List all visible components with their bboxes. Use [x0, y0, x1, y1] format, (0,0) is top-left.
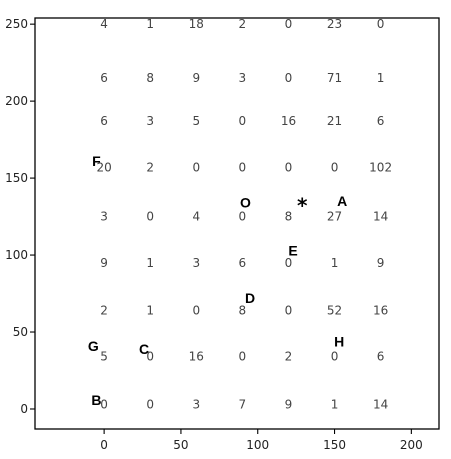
cell-value-r4-c1: 0	[146, 210, 154, 224]
cell-value-r1-c3: 3	[239, 71, 247, 85]
cell-value-r8-c3: 7	[239, 397, 247, 411]
cell-value-r0-c2: 18	[189, 17, 204, 31]
cell-value-r5-c5: 1	[331, 256, 339, 270]
cell-value-r1-c5: 71	[327, 71, 342, 85]
cell-value-r6-c3: 8	[239, 303, 247, 317]
cell-value-r3-c2: 0	[192, 160, 200, 174]
cell-value-r4-c6: 14	[373, 210, 388, 224]
cell-value-r4-c3: 0	[239, 210, 247, 224]
cell-value-r6-c5: 52	[327, 303, 342, 317]
plot-frame	[34, 17, 440, 430]
cell-value-r1-c6: 1	[377, 71, 385, 85]
y-axis: 0 50 100 150 200 250	[5, 17, 35, 416]
cell-value-r1-c1: 8	[146, 71, 154, 85]
cell-value-r3-c3: 0	[239, 160, 247, 174]
cell-value-r5-c4: 0	[285, 256, 293, 270]
cell-value-r2-c2: 5	[192, 114, 200, 128]
cell-value-r5-c6: 9	[377, 256, 385, 270]
cell-value-r7-c4: 2	[285, 350, 293, 364]
cell-value-r8-c4: 9	[285, 397, 293, 411]
annotation-e: E	[288, 242, 297, 258]
cell-value-r8-c5: 1	[331, 397, 339, 411]
cell-value-r6-c0: 2	[100, 303, 108, 317]
cell-value-r6-c1: 1	[146, 303, 154, 317]
cell-value-r2-c5: 21	[327, 114, 342, 128]
annotation-star: *	[297, 194, 308, 218]
cell-value-r8-c0: 0	[100, 397, 108, 411]
annotation-c: C	[139, 341, 149, 357]
cell-value-r7-c6: 6	[377, 350, 385, 364]
cell-value-r4-c2: 4	[192, 210, 200, 224]
annotation-layer: F O * A E D G C H B	[88, 153, 347, 408]
x-tick-label-4: 200	[400, 438, 423, 452]
cell-value-r3-c5: 0	[331, 160, 339, 174]
cell-value-r6-c2: 0	[192, 303, 200, 317]
cell-value-r0-c6: 0	[377, 17, 385, 31]
cell-value-r2-c1: 3	[146, 114, 154, 128]
cell-value-r1-c2: 9	[192, 71, 200, 85]
cell-value-r4-c5: 27	[327, 210, 342, 224]
cell-value-r5-c0: 9	[100, 256, 108, 270]
cell-value-r8-c6: 14	[373, 397, 388, 411]
cell-value-r7-c3: 0	[239, 350, 247, 364]
cell-value-r4-c4: 8	[285, 210, 293, 224]
annotation-f: F	[92, 153, 101, 169]
cell-value-r2-c4: 16	[281, 114, 296, 128]
cell-value-r1-c0: 6	[100, 71, 108, 85]
cell-value-r5-c2: 3	[192, 256, 200, 270]
cell-value-r6-c4: 0	[285, 303, 293, 317]
cell-value-r5-c3: 6	[239, 256, 247, 270]
x-tick-label-1: 50	[173, 438, 188, 452]
cell-value-r7-c0: 5	[100, 350, 108, 364]
annotation-o: O	[240, 195, 251, 211]
cell-value-r0-c0: 4	[100, 17, 108, 31]
y-tick-label-4: 200	[5, 94, 28, 108]
cell-value-r3-c1: 2	[146, 160, 154, 174]
cell-value-r8-c1: 0	[146, 397, 154, 411]
y-tick-label-1: 50	[13, 325, 28, 339]
cell-value-r3-c0: 20	[96, 160, 111, 174]
y-tick-label-3: 150	[5, 171, 28, 185]
cell-value-r7-c1: 0	[146, 350, 154, 364]
cell-value-r2-c6: 6	[377, 114, 385, 128]
cell-value-r0-c1: 1	[146, 17, 154, 31]
cell-value-r4-c0: 3	[100, 210, 108, 224]
annotation-a: A	[337, 193, 347, 209]
cell-value-r8-c2: 3	[192, 397, 200, 411]
cell-value-r2-c3: 0	[239, 114, 247, 128]
y-tick-label-2: 100	[5, 248, 28, 262]
cell-value-r2-c0: 6	[100, 114, 108, 128]
x-tick-label-3: 150	[323, 438, 346, 452]
cell-value-r3-c4: 0	[285, 160, 293, 174]
y-tick-label-0: 0	[20, 402, 28, 416]
annotation-b: B	[91, 392, 101, 408]
annotation-d: D	[245, 290, 255, 306]
cell-value-r0-c5: 23	[327, 17, 342, 31]
cell-value-r3-c6: 102	[369, 160, 392, 174]
x-tick-label-0: 0	[100, 438, 108, 452]
annotation-g: G	[88, 338, 99, 354]
cell-value-r5-c1: 1	[146, 256, 154, 270]
cell-value-r0-c3: 2	[239, 17, 247, 31]
annotation-h: H	[334, 333, 344, 349]
cell-value-r7-c2: 16	[189, 350, 204, 364]
cell-value-r6-c6: 16	[373, 303, 388, 317]
y-tick-label-5: 250	[5, 17, 28, 31]
x-axis: 0 50 100 150 200	[100, 429, 423, 452]
cell-value-r7-c5: 0	[331, 350, 339, 364]
cell-value-r0-c4: 0	[285, 17, 293, 31]
x-tick-label-2: 100	[246, 438, 269, 452]
cell-value-r1-c4: 0	[285, 71, 293, 85]
